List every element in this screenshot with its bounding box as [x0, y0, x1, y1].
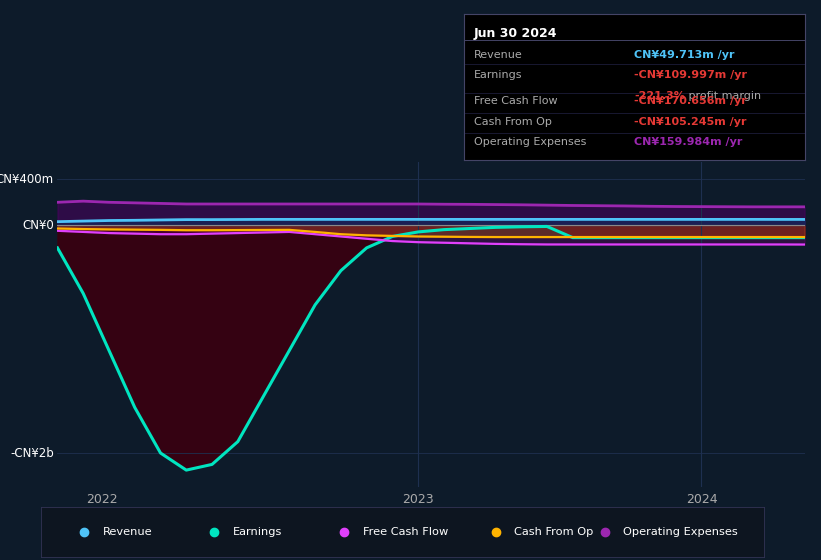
Text: Cash From Op: Cash From Op — [514, 527, 594, 537]
Text: Earnings: Earnings — [474, 70, 523, 80]
Text: Operating Expenses: Operating Expenses — [474, 137, 586, 147]
Text: -CN¥109.997m /yr: -CN¥109.997m /yr — [635, 70, 747, 80]
Text: -CN¥105.245m /yr: -CN¥105.245m /yr — [635, 116, 747, 127]
Text: CN¥400m: CN¥400m — [0, 173, 53, 186]
Text: CN¥159.984m /yr: CN¥159.984m /yr — [635, 137, 743, 147]
Text: -221.3%: -221.3% — [635, 91, 685, 101]
Text: Earnings: Earnings — [232, 527, 282, 537]
Text: profit margin: profit margin — [686, 91, 761, 101]
Text: -CN¥2b: -CN¥2b — [10, 446, 53, 460]
Text: Cash From Op: Cash From Op — [474, 116, 552, 127]
Text: Free Cash Flow: Free Cash Flow — [363, 527, 447, 537]
Text: CN¥0: CN¥0 — [22, 218, 53, 232]
Text: -CN¥170.656m /yr: -CN¥170.656m /yr — [635, 96, 747, 106]
Text: Free Cash Flow: Free Cash Flow — [474, 96, 557, 106]
Text: CN¥49.713m /yr: CN¥49.713m /yr — [635, 50, 735, 60]
Text: Jun 30 2024: Jun 30 2024 — [474, 27, 557, 40]
Text: Operating Expenses: Operating Expenses — [622, 527, 737, 537]
Text: Revenue: Revenue — [474, 50, 523, 60]
Text: Revenue: Revenue — [103, 527, 152, 537]
